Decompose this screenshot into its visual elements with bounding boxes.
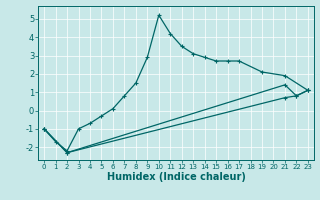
X-axis label: Humidex (Indice chaleur): Humidex (Indice chaleur) (107, 172, 245, 182)
